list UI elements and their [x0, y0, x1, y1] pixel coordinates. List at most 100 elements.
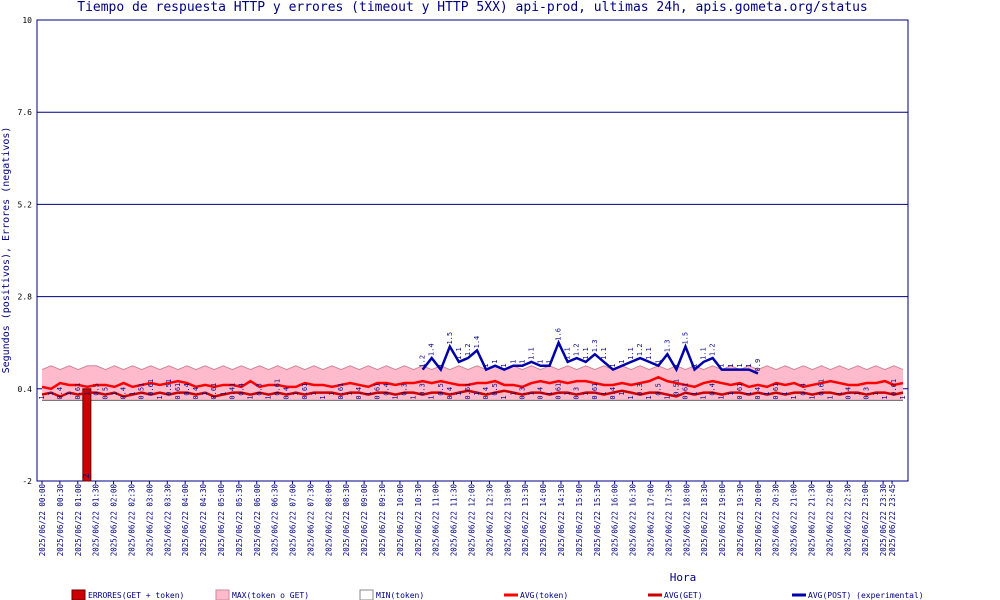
avg-token-line — [41, 375, 904, 391]
max-point-label: 1 — [763, 392, 771, 396]
max-point-label: 1 — [246, 395, 254, 399]
x-tick-label: 2025/06/22 21:00 — [790, 484, 799, 557]
chart-title: Tiempo de respuesta HTTP y errores (time… — [77, 0, 868, 15]
legend-label: AVG(token) — [520, 591, 568, 600]
max-point-label: 0.61 — [301, 383, 309, 400]
x-tick-label: 2025/06/22 07:30 — [306, 484, 315, 557]
max-point-label: 1 — [473, 392, 481, 396]
max-point-label: 1 — [899, 395, 907, 399]
max-point-label: 0.4 — [845, 387, 853, 400]
post-point-label: 1 — [536, 360, 544, 364]
x-tick-label: 2025/06/22 16:30 — [629, 484, 638, 557]
x-tick-label: 2025/06/22 15:00 — [575, 484, 584, 557]
post-point-label: 1 — [618, 360, 626, 364]
x-tick-label: 2025/06/22 16:00 — [611, 484, 620, 557]
error-bar-label: 2 — [82, 473, 91, 478]
max-point-label: 0.4 — [709, 383, 717, 396]
max-point-label: 0.61 — [736, 383, 744, 400]
max-point-label: 1 — [364, 392, 372, 396]
x-tick-label: 2025/06/22 04:30 — [199, 484, 208, 557]
post-point-label: 1.4 — [473, 336, 481, 349]
max-point-label: 0.61 — [274, 379, 282, 396]
legend-label: ERRORES(GET + token) — [88, 591, 184, 600]
max-point-label: 1 — [500, 395, 508, 399]
max-point-label: 0.3 — [573, 387, 581, 400]
max-point-label: 0.5 — [491, 383, 499, 396]
max-point-label: 1 — [727, 392, 735, 396]
max-point-label: 1 — [691, 392, 699, 396]
post-point-label: 1 — [500, 363, 508, 367]
legend-label: MIN(token) — [376, 591, 424, 600]
max-point-label: 0.4 — [382, 383, 390, 396]
max-point-label: 0.61 — [210, 383, 218, 400]
x-tick-label: 2025/06/22 11:00 — [432, 484, 441, 557]
post-point-label: 1 — [691, 363, 699, 367]
y-tick-label: 5.2 — [18, 200, 33, 209]
max-point-label: 0.4 — [283, 387, 291, 400]
max-point-label: 1 — [627, 395, 635, 399]
max-point-label: 1 — [663, 395, 671, 399]
avg-post-line — [421, 339, 759, 375]
x-tick-label: 2025/06/22 21:30 — [808, 484, 817, 557]
max-point-label: 0.61 — [373, 383, 381, 400]
post-point-label: 1 — [546, 360, 554, 364]
post-point-label: 1 — [518, 360, 526, 364]
post-point-label: 1.6 — [555, 328, 563, 341]
max-point-label: 1 — [219, 392, 227, 396]
max-point-label: 1 — [718, 395, 726, 399]
max-point-label: 0.61 — [147, 379, 155, 396]
max-point-label: 1 — [745, 392, 753, 396]
post-point-label: 1 — [718, 363, 726, 367]
max-point-label: 1 — [346, 392, 354, 396]
max-point-label: 0.4 — [355, 387, 363, 400]
plot-area — [36, 19, 909, 482]
x-tick-label: 2025/06/22 03:00 — [145, 484, 154, 557]
post-point-label: 0.9 — [754, 359, 762, 372]
max-point-label: 1 — [854, 392, 862, 396]
max-point-label: 0.4 — [56, 387, 64, 400]
max-point-label: 1 — [836, 392, 844, 396]
legend-label: AVG(GET) — [664, 591, 703, 600]
max-point-label: 1 — [201, 392, 209, 396]
max-point-label: 0.3 — [636, 383, 644, 396]
x-tick-label: 2025/06/22 00:00 — [38, 484, 47, 557]
max-point-label: 0.61 — [74, 383, 82, 400]
x-axis-label: Hora — [670, 571, 697, 584]
x-tick-label: 2025/06/22 01:30 — [92, 484, 101, 557]
max-point-label: 1 — [790, 395, 798, 399]
max-point-label: 1 — [410, 395, 418, 399]
y-tick-label: 0.4 — [18, 385, 33, 394]
x-tick-label: 2025/06/22 10:00 — [396, 484, 405, 557]
max-point-label: 0.61 — [772, 383, 780, 400]
max-point-label: 0.41 — [228, 383, 236, 400]
max-point-label: 1 — [872, 392, 880, 396]
x-tick-label: 2025/06/22 04:00 — [181, 484, 190, 557]
max-point-label: 0.61 — [337, 383, 345, 400]
max-point-label: 1 — [65, 392, 73, 396]
max-point-label: 0.61 — [464, 383, 472, 400]
y-tick-label: 7.6 — [18, 108, 33, 117]
max-point-label: 1 — [38, 395, 46, 399]
x-tick-label: 2025/06/22 12:30 — [485, 484, 494, 557]
max-point-label: 0.4 — [192, 387, 200, 400]
legend-swatch — [215, 589, 230, 600]
max-point-label: 0.3 — [256, 383, 264, 396]
max-point-label: 0.3 — [419, 383, 427, 396]
post-point-label: 1 — [654, 360, 662, 364]
post-point-label: 1 — [437, 363, 445, 367]
x-tick-label: 2025/06/22 09:00 — [360, 484, 369, 557]
max-point-label: 1 — [428, 395, 436, 399]
avg-get-line — [41, 389, 904, 398]
post-point-label: 1.2 — [419, 355, 427, 368]
post-point-label: 1 — [609, 363, 617, 367]
x-tick-label: 2025/06/22 00:30 — [56, 484, 65, 557]
max-point-label: 0.61 — [174, 383, 182, 400]
post-point-label: 1.1 — [600, 347, 608, 360]
x-tick-label: 2025/06/22 18:00 — [682, 484, 691, 557]
post-point-label: 1.4 — [428, 343, 436, 356]
post-point-label: 1.1 — [564, 347, 572, 360]
x-tick-label: 2025/06/22 02:30 — [127, 484, 136, 557]
y-tick-label: 2.8 — [18, 293, 33, 302]
y-axis-label: Segundos (positivos), Errores (negativos… — [1, 127, 12, 374]
legend-swatch — [71, 589, 86, 600]
